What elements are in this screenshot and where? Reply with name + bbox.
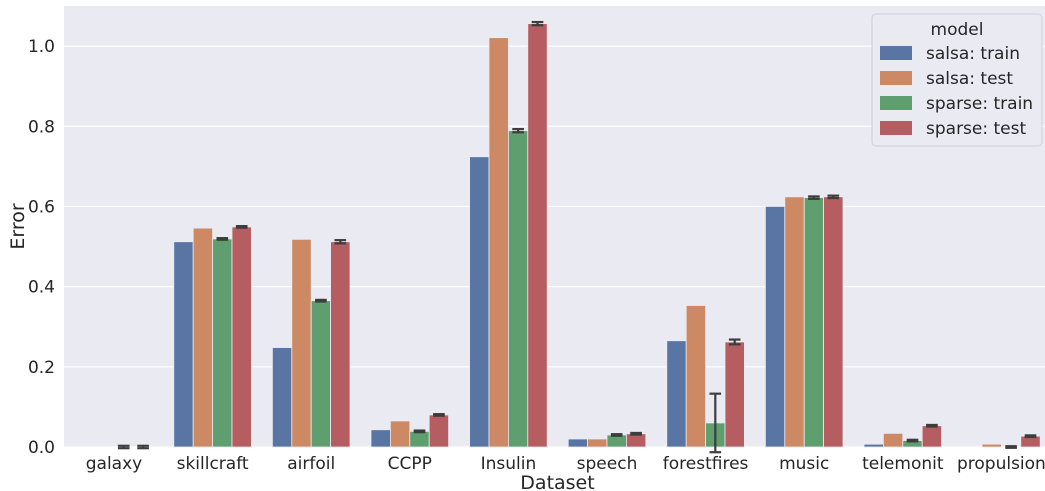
x-tick-label: CCPP [388,454,432,474]
bar [981,443,1002,448]
bar [173,241,194,448]
bar [389,420,411,448]
y-tick-label: 1.0 [28,37,55,57]
bar [921,425,943,448]
y-tick-label: 0.6 [28,197,55,217]
bar [370,429,391,448]
x-tick-label: airfoil [287,454,335,474]
legend-label: sparse: train [926,94,1033,114]
bar [666,340,687,448]
legend-label: sparse: test [926,119,1026,139]
bar [291,238,312,448]
bars [173,23,1041,448]
bar [784,196,805,448]
y-tick-label: 0.0 [28,438,55,458]
y-tick-label: 0.2 [28,358,55,378]
bar [212,238,233,448]
bar [765,206,786,448]
x-tick-label: Insulin [481,454,537,474]
bar [823,196,844,448]
bar [469,156,490,448]
y-tick-label: 0.4 [28,278,55,298]
y-tick-label: 0.8 [28,117,55,137]
legend-box [871,13,1043,147]
bar [409,430,430,448]
y-axis-title: Error [7,203,29,250]
bar [724,341,745,448]
bar [803,197,825,448]
legend: model salsa: train salsa: test sparse: tra… [871,13,1043,147]
bar [626,433,647,448]
legend-label: salsa: test [926,69,1013,89]
bar [271,347,293,448]
bar [428,414,450,448]
x-tick-label: galaxy [86,454,142,474]
legend-swatch [880,96,912,110]
bar [567,438,589,448]
legend-label: salsa: train [926,44,1020,64]
bar [883,432,904,448]
x-tick-label: forestfires [663,454,749,474]
legend-swatch [880,46,912,60]
legend-swatch [880,121,912,135]
bar [231,226,252,448]
x-tick-label: speech [577,454,638,474]
legend-swatch [880,71,912,85]
x-tick-label: skillcraft [177,454,249,474]
bar [527,23,548,448]
x-axis-title: Dataset [520,472,594,491]
bar [192,227,213,448]
error-bars [117,20,1037,454]
bar [488,37,509,448]
legend-items: salsa: train salsa: test sparse: train spar… [880,44,1033,139]
bar [587,438,608,448]
bar [863,443,884,448]
bar [330,241,351,448]
x-tick-label: propulsion [957,454,1045,474]
legend-title: model [931,20,984,40]
x-tick-label: music [779,454,829,474]
y-axis-ticks: 0.0 0.2 0.4 0.6 0.8 1.0 [28,37,55,458]
bar [685,305,707,448]
bar [507,130,529,448]
x-axis-ticks: galaxy skillcraft airfoil CCPP Insulin speech… [86,454,1045,474]
bar [310,300,332,448]
x-tick-label: telemonit [862,454,944,474]
